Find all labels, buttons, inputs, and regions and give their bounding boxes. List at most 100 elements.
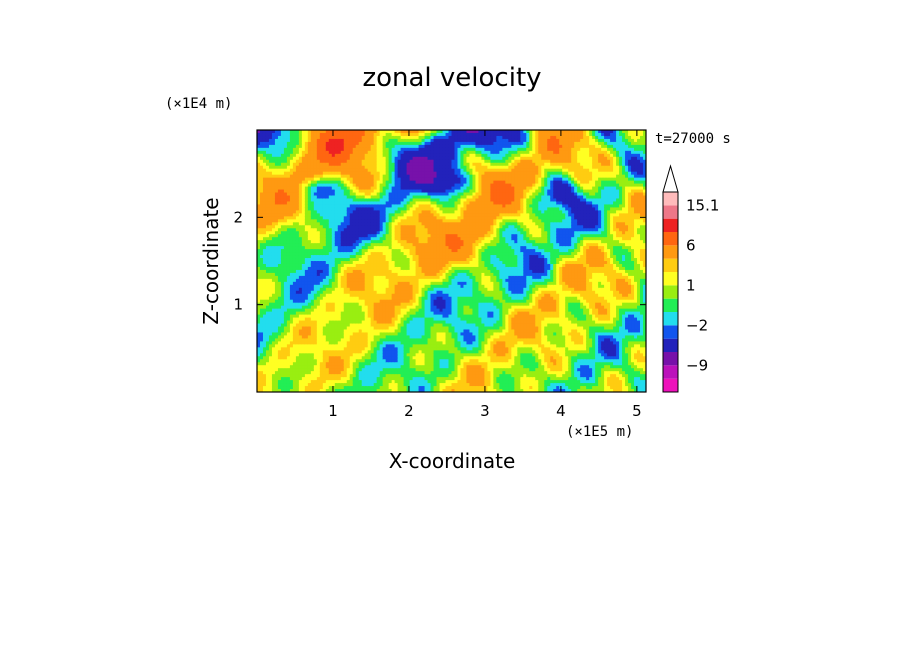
- field-cell: [319, 266, 324, 271]
- field-cell: [307, 266, 312, 271]
- field-cell: [292, 374, 297, 378]
- field-cell: [274, 368, 279, 372]
- field-cell: [262, 228, 267, 232]
- field-cell: [289, 138, 294, 143]
- field-cell: [257, 362, 261, 366]
- field-cell: [412, 141, 417, 146]
- field-cell: [265, 275, 270, 280]
- field-cell: [268, 252, 273, 256]
- field-cell: [262, 296, 267, 301]
- field-cell: [376, 317, 381, 322]
- field-cell: [385, 177, 390, 182]
- field-cell: [310, 383, 315, 387]
- field-cell: [313, 269, 318, 274]
- field-cell: [310, 138, 315, 143]
- field-cell: [325, 201, 330, 206]
- field-cell: [424, 290, 429, 295]
- field-cell: [319, 341, 324, 345]
- field-cell: [346, 138, 351, 143]
- field-cell: [349, 353, 354, 357]
- field-cell: [340, 130, 345, 134]
- field-cell: [286, 350, 291, 354]
- field-cell: [310, 275, 315, 280]
- field-cell: [259, 177, 264, 182]
- field-cell: [370, 153, 375, 158]
- time-label: t=27000 s: [655, 131, 731, 147]
- field-cell: [334, 165, 339, 170]
- field-cell: [409, 377, 414, 381]
- field-cell: [421, 263, 426, 268]
- field-cell: [421, 192, 426, 197]
- field-cell: [259, 341, 264, 345]
- field-cell: [292, 365, 297, 369]
- field-cell: [313, 368, 318, 372]
- field-cell: [424, 237, 429, 241]
- field-cell: [337, 246, 342, 250]
- field-cell: [295, 326, 300, 331]
- field-cell: [364, 204, 369, 209]
- field-cell: [280, 272, 285, 277]
- field-cell: [286, 311, 291, 316]
- field-cell: [310, 362, 315, 366]
- field-cell: [325, 329, 330, 334]
- field-cell: [385, 153, 390, 158]
- field-cell: [352, 174, 357, 179]
- field-cell: [361, 231, 366, 235]
- field-cell: [376, 305, 381, 310]
- field-cell: [385, 132, 390, 137]
- field-cell: [295, 162, 300, 167]
- field-cell: [313, 281, 318, 286]
- field-cell: [418, 299, 423, 304]
- field-cell: [257, 135, 261, 140]
- field-cell: [364, 135, 369, 140]
- field-cell: [268, 362, 273, 366]
- field-cell: [379, 144, 384, 149]
- field-cell: [376, 246, 381, 250]
- field-cell: [265, 317, 270, 322]
- field-cell: [271, 207, 276, 211]
- field-cell: [265, 377, 270, 381]
- field-cell: [391, 198, 396, 203]
- field-cell: [277, 138, 282, 143]
- field-cell: [388, 329, 393, 334]
- field-cell: [403, 290, 408, 295]
- field-cell: [412, 222, 417, 226]
- field-cell: [424, 252, 429, 256]
- field-cell: [373, 132, 378, 137]
- field-cell: [355, 278, 360, 283]
- field-cell: [421, 314, 426, 319]
- field-cell: [337, 150, 342, 155]
- field-cell: [277, 287, 282, 292]
- field-cell: [289, 153, 294, 158]
- field-cell: [361, 225, 366, 229]
- field-cell: [361, 383, 366, 387]
- field-cell: [382, 201, 387, 206]
- field-cell: [292, 231, 297, 235]
- field-cell: [412, 171, 417, 176]
- field-cell: [376, 237, 381, 241]
- field-cell: [325, 263, 330, 268]
- field-cell: [331, 338, 336, 342]
- field-cell: [257, 222, 261, 226]
- field-cell: [277, 383, 282, 387]
- field-cell: [400, 243, 405, 247]
- field-cell: [319, 186, 324, 191]
- field-cell: [388, 287, 393, 292]
- field-cell: [271, 359, 276, 363]
- field-cell: [370, 201, 375, 206]
- field-cell: [319, 308, 324, 313]
- field-cell: [322, 371, 327, 375]
- field-cell: [376, 186, 381, 191]
- field-cell: [388, 278, 393, 283]
- field-cell: [268, 243, 273, 247]
- field-cell: [358, 150, 363, 155]
- field-cell: [262, 299, 267, 304]
- field-cell: [379, 311, 384, 316]
- field-cell: [274, 180, 279, 185]
- field-cell: [412, 147, 417, 152]
- field-cell: [424, 287, 429, 292]
- field-cell: [379, 329, 384, 334]
- field-cell: [361, 204, 366, 209]
- field-cell: [355, 389, 360, 392]
- field-cell: [325, 237, 330, 241]
